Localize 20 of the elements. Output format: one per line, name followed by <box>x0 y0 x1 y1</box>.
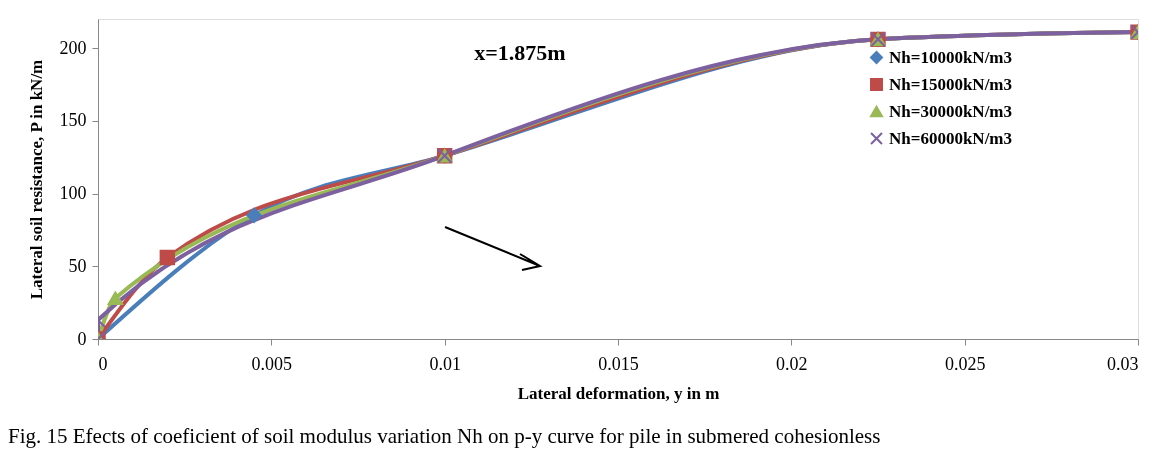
legend-label: Nh=10000kN/m3 <box>889 47 1013 67</box>
legend-label: Nh=60000kN/m3 <box>889 128 1013 148</box>
annotation: x=1.875m <box>474 40 566 65</box>
legend-label: Nh=15000kN/m3 <box>889 74 1013 94</box>
x-tick-label: 0.03 <box>1107 353 1139 374</box>
x-tick-label: 0.025 <box>944 353 986 374</box>
x-tick-label: 0.005 <box>251 353 293 374</box>
x-tick-label: 0.02 <box>776 353 808 374</box>
caption: Fig. 15 Efects of coeficient of soil modulus variation Nh on p-y curve for pile in submered cohesionless <box>8 424 881 448</box>
y-tick-label: 200 <box>59 37 87 58</box>
y-axis-title: Lateral soil resistance, P in kN/m <box>26 59 46 300</box>
y-tick-label: 150 <box>59 110 87 131</box>
x-axis-title: Lateral deformation, y in m <box>517 383 720 403</box>
x-tick-label: 0.01 <box>429 353 461 374</box>
y-tick-label: 0 <box>77 328 87 349</box>
y-tick-label: 50 <box>68 255 87 276</box>
y-tick-label: 100 <box>59 183 87 204</box>
legend-label: Nh=30000kN/m3 <box>889 101 1013 121</box>
x-tick-label: 0 <box>98 353 108 374</box>
x-tick-label: 0.015 <box>598 353 639 374</box>
